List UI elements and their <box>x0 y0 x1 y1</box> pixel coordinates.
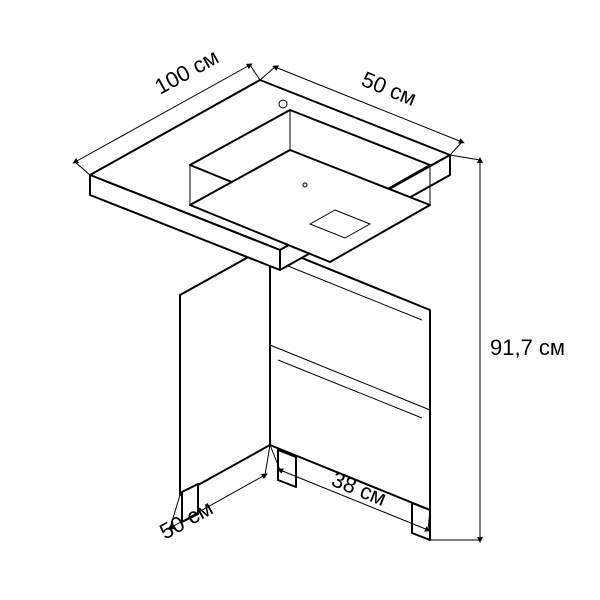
dim-ext-h1 <box>450 155 480 160</box>
dim-ext-100b <box>75 162 90 175</box>
dim-ext-50a1 <box>260 67 275 80</box>
cabinet-left-face <box>180 245 270 495</box>
dim-label-width-100: 100 см <box>150 44 222 99</box>
dim-ext-100a <box>250 65 260 80</box>
dim-label-height-917: 91,7 см <box>490 335 565 360</box>
dim-ext-50b2 <box>265 445 270 475</box>
leg-front-right <box>412 503 430 540</box>
leg-front-left <box>278 450 296 487</box>
dim-ext-50a2 <box>450 142 462 155</box>
